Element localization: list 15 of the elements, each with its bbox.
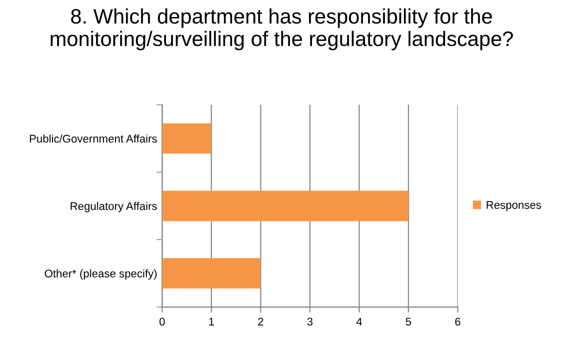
chart-title: 8. Which department has responsibility for the monitoring/surveilling of the regulatory landscape? bbox=[50, 8, 513, 50]
x-tick-label: 2 bbox=[258, 318, 264, 326]
x-tick-label: 6 bbox=[455, 318, 460, 326]
bar bbox=[162, 190, 408, 222]
y-tick-label: Public/Government Affairs bbox=[30, 134, 157, 143]
bar bbox=[162, 123, 212, 154]
legend-label: Responses bbox=[486, 201, 542, 212]
y-tick-label: Regulatory Affairs bbox=[70, 202, 157, 212]
x-tick-label: 3 bbox=[307, 318, 313, 326]
x-tick-label: 0 bbox=[159, 318, 165, 326]
x-tick-label: 1 bbox=[209, 318, 214, 326]
bar bbox=[162, 258, 261, 288]
x-tick-label: 4 bbox=[356, 318, 362, 326]
x-tick-label: 5 bbox=[406, 318, 412, 326]
y-tick-label: Other* (please specify) bbox=[44, 269, 157, 280]
